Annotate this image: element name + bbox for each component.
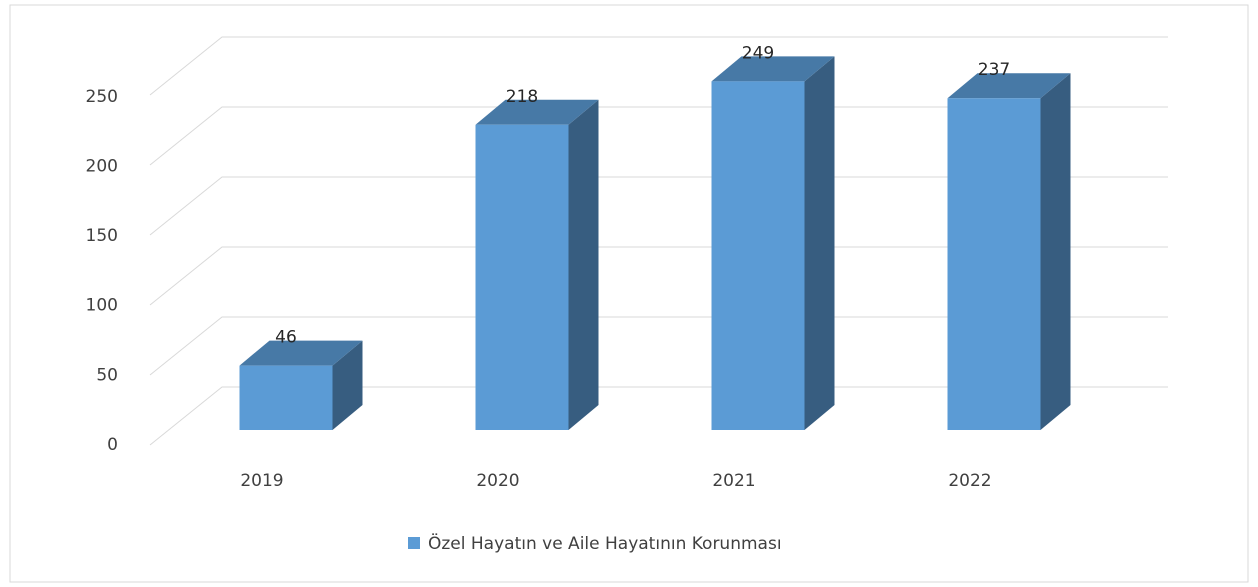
y-tick-label: 100 xyxy=(86,296,118,316)
bar xyxy=(475,99,599,431)
bar-side xyxy=(332,340,363,430)
grid-line xyxy=(149,386,1168,446)
legend-swatch xyxy=(408,537,420,549)
data-label: 218 xyxy=(506,87,538,107)
x-tick-label: 2019 xyxy=(240,471,283,491)
data-label: 46 xyxy=(275,328,297,348)
y-tick-label: 0 xyxy=(107,435,118,455)
bar-top xyxy=(947,73,1071,99)
grid-line xyxy=(149,36,1168,96)
y-tick-label: 200 xyxy=(86,156,118,176)
y-tick-label: 150 xyxy=(86,226,118,246)
x-tick-label: 2021 xyxy=(712,471,755,491)
bar-front xyxy=(947,98,1041,430)
bar-top xyxy=(475,99,599,125)
bar-side xyxy=(804,56,835,431)
grid-line xyxy=(149,316,1168,376)
bar xyxy=(239,340,363,430)
bar-top xyxy=(711,56,835,82)
legend-label: Özel Hayatın ve Aile Hayatının Korunması xyxy=(428,532,782,554)
bar xyxy=(711,56,835,431)
bar-front xyxy=(711,81,805,431)
y-tick-label: 250 xyxy=(86,87,118,107)
bar-front xyxy=(475,124,569,431)
data-label: 249 xyxy=(742,43,774,63)
bar-side xyxy=(1040,73,1071,430)
y-tick-label: 50 xyxy=(96,365,118,385)
grid-line xyxy=(149,106,1168,166)
x-tick-label: 2022 xyxy=(948,471,991,491)
bar-top xyxy=(239,340,363,366)
grid-line xyxy=(149,246,1168,306)
bar-side xyxy=(568,99,599,431)
grid-line xyxy=(149,176,1168,236)
x-tick-label: 2020 xyxy=(476,471,519,491)
data-label: 237 xyxy=(978,60,1010,80)
bar xyxy=(947,73,1071,430)
bar-front xyxy=(239,365,333,430)
